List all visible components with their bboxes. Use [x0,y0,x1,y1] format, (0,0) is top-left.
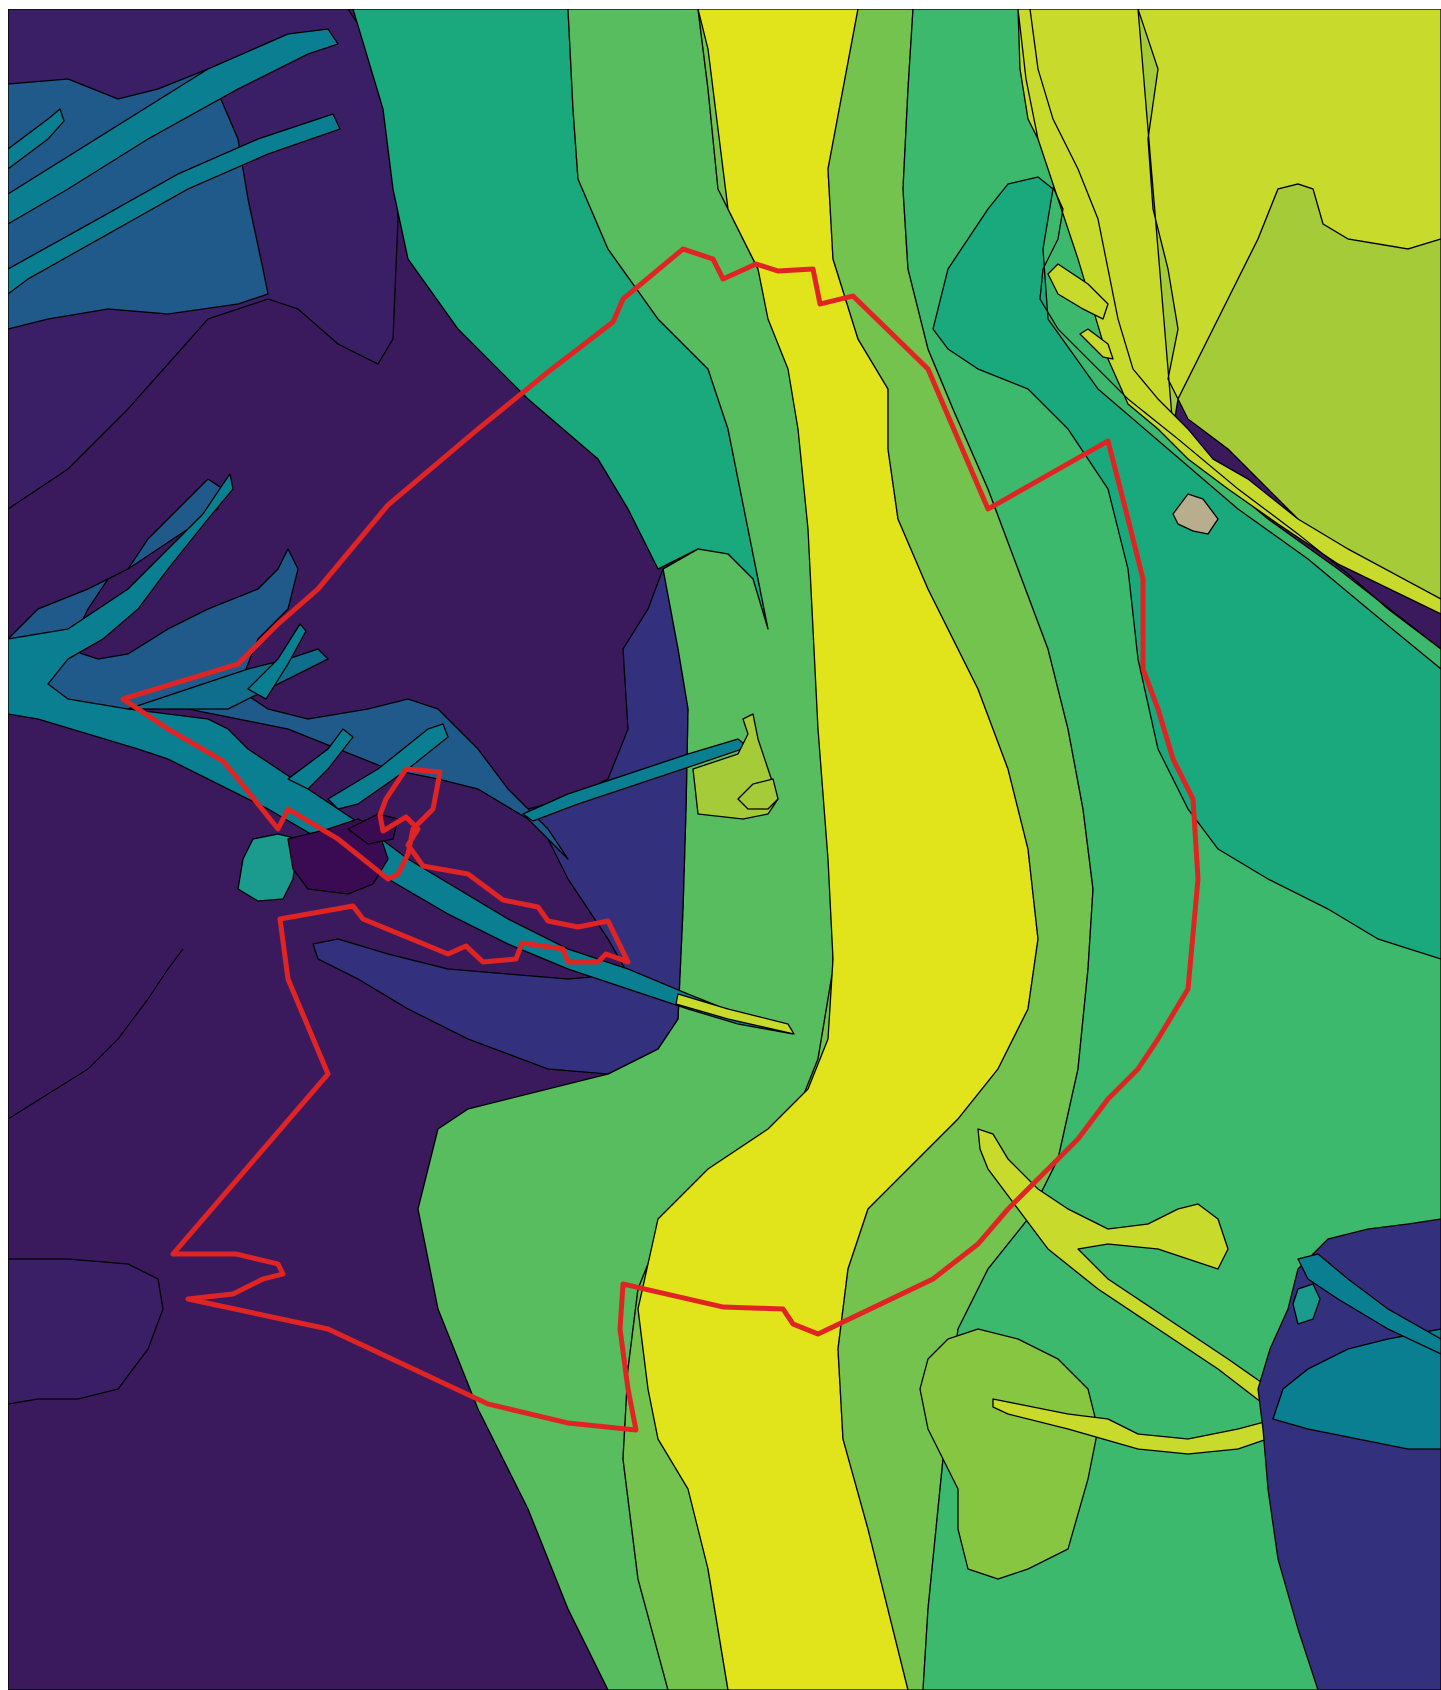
zone-teal-streak-1 [8,28,339,225]
zone-steel-blue-central [8,478,569,860]
zone-olive-green-bottom [919,1328,1099,1580]
zone-yellow-green-right [1137,9,1441,610]
zone-teal-bottom-right-streak [1297,1253,1441,1355]
map-canvas[interactable] [8,9,1441,1690]
zone-purple-bottom-left [8,1258,164,1405]
boundary-outline[interactable] [120,246,1201,1433]
zone-chartreuse-stream-bottom [977,1128,1279,1410]
zone-yellow-green-island-inner [737,778,779,810]
zone-chartreuse-blob-2 [1079,328,1114,360]
zone-indigo-bottom-right [1257,1218,1441,1690]
zone-chartreuse-strip-cross [675,993,795,1035]
zone-teal-mid-blob-bottom-right [1292,1283,1321,1325]
road-line-inner [1039,186,1441,650]
zone-teal-green-right [932,176,1441,960]
map-svg[interactable] [8,9,1441,1690]
zone-dark-navy-small [347,813,399,845]
zone-teal-channel-fingers [247,623,449,810]
zone-teal-streak-2 [8,113,341,295]
zone-teal-bottom-right [1272,1328,1441,1450]
zone-chartreuse-blob-1 [1047,263,1109,320]
zone-teal-streak-3 [8,108,65,170]
building-patch-icon[interactable] [1172,493,1219,535]
trail-line [8,948,184,1120]
